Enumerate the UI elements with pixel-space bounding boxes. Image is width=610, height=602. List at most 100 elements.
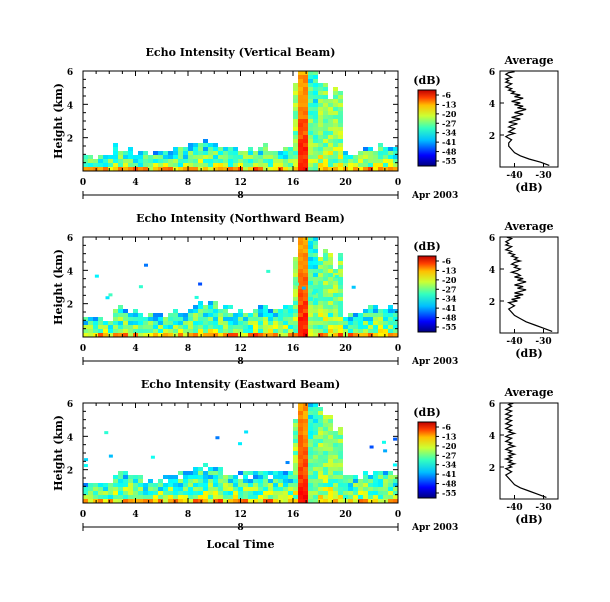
- echo-cell: [268, 333, 273, 337]
- echo-cell: [178, 313, 183, 317]
- echo-cell: [328, 415, 333, 419]
- echo-cell: [228, 313, 233, 317]
- echo-cell: [158, 329, 163, 333]
- colorbar-unit: (dB): [413, 74, 440, 87]
- echo-cell: [353, 159, 358, 163]
- echo-cell: [193, 155, 198, 159]
- echo-cell: [268, 491, 273, 495]
- echo-cell: [278, 325, 283, 329]
- echo-cell: [308, 131, 313, 135]
- echo-cell: [228, 167, 233, 171]
- y-tick-label: 6: [67, 68, 73, 78]
- echo-cell: [298, 167, 303, 171]
- echo-cell: [198, 325, 203, 329]
- echo-cell: [278, 321, 283, 325]
- echo-cell: [378, 167, 383, 171]
- avg-title: Average: [503, 54, 553, 67]
- echo-cell: [183, 479, 188, 483]
- echo-cell: [338, 115, 343, 119]
- echo-cell: [313, 305, 318, 309]
- echo-cell: [203, 491, 208, 495]
- echo-cell: [333, 155, 338, 159]
- echo-cell: [178, 321, 183, 325]
- echo-cell: [318, 91, 323, 95]
- echo-cell: [108, 333, 113, 337]
- echo-cell: [288, 151, 293, 155]
- echo-cell: [333, 167, 338, 171]
- echo-cell: [163, 325, 168, 329]
- echo-cell: [313, 135, 318, 139]
- echo-cell: [258, 475, 263, 479]
- echo-cell: [128, 155, 133, 159]
- echo-cell: [353, 155, 358, 159]
- echo-cell: [358, 325, 363, 329]
- echo-cell: [373, 159, 378, 163]
- echo-cell: [113, 325, 118, 329]
- echo-cell: [138, 285, 143, 289]
- echo-cell: [123, 499, 128, 503]
- echo-cell: [298, 139, 303, 143]
- echo-cell: [233, 499, 238, 503]
- echo-cell: [163, 321, 168, 325]
- echo-cell: [248, 499, 253, 503]
- echo-cell: [308, 297, 313, 301]
- echo-cell: [223, 321, 228, 325]
- echo-cell: [93, 491, 98, 495]
- echo-cell: [203, 147, 208, 151]
- echo-cell: [198, 309, 203, 313]
- echo-cell: [293, 83, 298, 87]
- echo-cell: [308, 273, 313, 277]
- echo-cell: [318, 119, 323, 123]
- echo-cell: [258, 333, 263, 337]
- echo-cell: [348, 491, 353, 495]
- echo-cell: [338, 269, 343, 273]
- echo-cell: [123, 495, 128, 499]
- echo-cell: [223, 499, 228, 503]
- echo-cell: [338, 155, 343, 159]
- echo-cell: [308, 439, 313, 443]
- echo-cell: [303, 455, 308, 459]
- echo-cell: [318, 455, 323, 459]
- echo-cell: [333, 119, 338, 123]
- echo-cell: [313, 403, 318, 407]
- echo-cell: [233, 151, 238, 155]
- echo-cell: [348, 159, 353, 163]
- echo-cell: [303, 451, 308, 455]
- echo-cell: [258, 309, 263, 313]
- echo-cell: [363, 309, 368, 313]
- echo-cell: [288, 155, 293, 159]
- echo-cell: [313, 91, 318, 95]
- echo-cell: [323, 281, 328, 285]
- echo-cell: [383, 499, 388, 503]
- echo-cell: [84, 458, 89, 462]
- echo-cell: [168, 333, 173, 337]
- echo-cell: [348, 479, 353, 483]
- echo-cell: [83, 321, 88, 325]
- echo-cell: [388, 329, 393, 333]
- echo-cell: [313, 289, 318, 293]
- echo-cell: [383, 151, 388, 155]
- echo-cell: [293, 269, 298, 273]
- echo-cell: [333, 151, 338, 155]
- echo-cell: [343, 495, 348, 499]
- echo-cell: [248, 155, 253, 159]
- echo-cell: [338, 273, 343, 277]
- echo-cell: [373, 305, 378, 309]
- echo-cell: [218, 329, 223, 333]
- echo-cell: [273, 483, 278, 487]
- echo-cell: [323, 427, 328, 431]
- echo-cell: [313, 423, 318, 427]
- echo-cell: [393, 147, 398, 151]
- echo-cell: [298, 403, 303, 407]
- echo-cell: [288, 163, 293, 167]
- x-tick-label: 20: [339, 178, 352, 188]
- echo-cell: [383, 471, 388, 475]
- echo-cell: [308, 459, 313, 463]
- echo-cell: [253, 151, 258, 155]
- echo-cell: [203, 313, 208, 317]
- echo-cell: [328, 491, 333, 495]
- echo-cell: [293, 91, 298, 95]
- echo-cell: [338, 301, 343, 305]
- echo-cell: [93, 167, 98, 171]
